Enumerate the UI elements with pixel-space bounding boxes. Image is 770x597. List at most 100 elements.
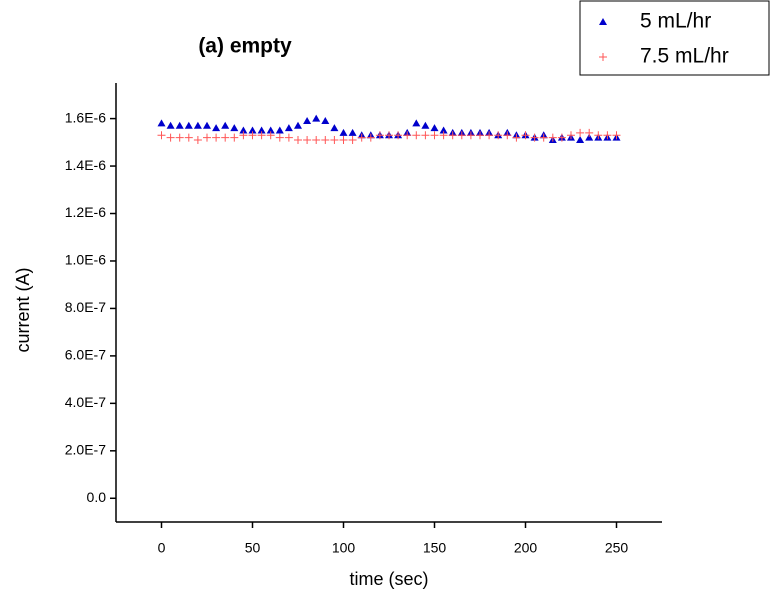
- data-point: [212, 124, 221, 132]
- data-point: [175, 133, 184, 142]
- data-point: [312, 114, 321, 122]
- data-point: [339, 128, 348, 136]
- data-point: [457, 131, 466, 140]
- data-point: [248, 126, 257, 134]
- data-point: [303, 135, 312, 144]
- data-point: [530, 133, 539, 142]
- data-point: [193, 121, 202, 129]
- data-point: [221, 133, 230, 142]
- y-tick-label: 6.0E-7: [65, 347, 106, 363]
- data-point: [348, 135, 357, 144]
- legend-marker: [599, 53, 607, 61]
- data-point: [448, 131, 457, 140]
- legend-label: 5 mL/hr: [640, 10, 711, 33]
- data-point: [221, 121, 230, 129]
- data-point: [548, 133, 557, 142]
- y-tick-label: 1.4E-6: [65, 157, 106, 173]
- x-tick-label: 150: [423, 540, 447, 556]
- data-point: [184, 121, 193, 129]
- data-point: [612, 131, 621, 140]
- chart-title: (a) empty: [198, 35, 292, 58]
- data-point: [321, 116, 330, 124]
- data-point: [357, 133, 366, 142]
- data-point: [421, 121, 430, 129]
- data-point: [312, 135, 321, 144]
- y-tick-label: 4.0E-7: [65, 394, 106, 410]
- data-point: [330, 135, 339, 144]
- data-point: [166, 121, 175, 129]
- data-point: [266, 131, 275, 140]
- legend-label: 7.5 mL/hr: [640, 45, 729, 68]
- data-point: [567, 131, 575, 140]
- data-point: [366, 133, 375, 142]
- data-point: [576, 135, 585, 143]
- data-point: [284, 133, 293, 142]
- x-tick-label: 0: [158, 540, 166, 556]
- data-point: [576, 128, 585, 137]
- data-point: [603, 131, 612, 140]
- data-point: [394, 131, 403, 140]
- data-point: [539, 133, 548, 142]
- data-point: [175, 121, 184, 129]
- data-point: [594, 131, 603, 140]
- data-point: [348, 128, 357, 136]
- data-point: [585, 128, 594, 137]
- x-tick-label: 250: [605, 540, 629, 556]
- legend-box: [579, 0, 770, 76]
- data-point: [430, 124, 439, 132]
- data-point: [403, 131, 412, 140]
- data-point: [512, 133, 521, 142]
- data-point: [412, 131, 421, 140]
- data-point: [257, 126, 266, 134]
- data-point: [430, 131, 439, 140]
- data-point: [557, 133, 566, 142]
- data-point: [193, 135, 202, 144]
- data-point: [412, 119, 421, 127]
- data-point: [294, 121, 302, 129]
- data-point: [239, 131, 248, 140]
- data-point: [184, 133, 193, 142]
- data-point: [385, 131, 393, 140]
- data-point: [275, 133, 284, 142]
- data-point: [330, 124, 339, 132]
- data-point: [203, 133, 211, 142]
- data-point: [166, 133, 175, 142]
- x-tick-label: 100: [332, 540, 356, 556]
- data-point: [476, 131, 484, 140]
- y-tick-label: 0.0: [87, 489, 107, 505]
- data-point: [339, 135, 348, 144]
- x-tick-label: 200: [514, 540, 538, 556]
- data-point: [275, 126, 284, 134]
- y-tick-label: 1.0E-6: [65, 252, 106, 268]
- data-point: [521, 131, 530, 140]
- data-point: [494, 131, 503, 140]
- data-point: [503, 131, 512, 140]
- y-axis-label: current (A): [13, 267, 33, 352]
- legend-marker: [599, 18, 607, 25]
- data-point: [439, 131, 448, 140]
- data-point: [248, 131, 257, 140]
- data-point: [466, 131, 475, 140]
- y-tick-label: 2.0E-7: [65, 442, 106, 458]
- data-point: [257, 131, 266, 140]
- data-point: [203, 121, 211, 129]
- data-point: [230, 133, 239, 142]
- y-tick-label: 1.6E-6: [65, 109, 106, 125]
- data-point: [157, 131, 166, 140]
- data-point: [585, 133, 594, 141]
- data-point: [230, 124, 239, 132]
- data-point: [375, 131, 384, 140]
- data-point: [212, 133, 221, 142]
- data-point: [321, 135, 330, 144]
- y-tick-label: 8.0E-7: [65, 299, 106, 315]
- data-point: [294, 135, 302, 144]
- data-point: [266, 126, 275, 134]
- data-point: [303, 116, 312, 124]
- data-point: [239, 126, 248, 134]
- data-point: [421, 131, 430, 140]
- data-point: [439, 126, 448, 134]
- y-tick-label: 1.2E-6: [65, 204, 106, 220]
- data-point: [284, 124, 293, 132]
- data-point: [157, 119, 166, 127]
